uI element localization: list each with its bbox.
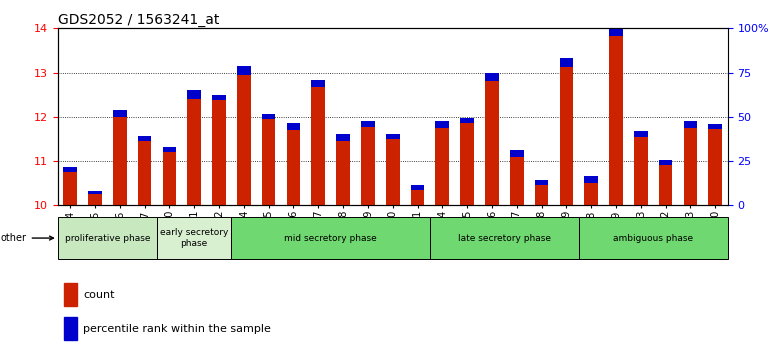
Bar — [262, 119, 276, 205]
Bar — [237, 75, 251, 205]
Bar — [410, 184, 424, 190]
Bar — [162, 147, 176, 152]
Bar — [510, 157, 524, 205]
Bar — [88, 194, 102, 205]
Bar — [286, 123, 300, 130]
Bar — [213, 100, 226, 205]
Text: percentile rank within the sample: percentile rank within the sample — [83, 324, 271, 333]
Bar — [659, 160, 672, 166]
Bar — [584, 176, 598, 183]
Bar — [336, 141, 350, 205]
Text: other: other — [1, 233, 53, 243]
Bar — [361, 127, 375, 205]
Bar — [609, 29, 623, 36]
Bar — [113, 110, 126, 117]
Bar — [609, 36, 623, 205]
Bar — [510, 150, 524, 157]
Bar — [534, 180, 548, 185]
Bar — [708, 129, 722, 205]
Bar — [65, 283, 76, 306]
Bar — [336, 134, 350, 141]
Bar — [584, 183, 598, 205]
Bar — [113, 117, 126, 205]
Text: count: count — [83, 290, 115, 299]
Bar — [560, 67, 573, 205]
Bar — [88, 191, 102, 194]
Bar — [311, 87, 325, 205]
Bar — [430, 217, 579, 259]
Bar — [213, 95, 226, 100]
Bar — [485, 74, 499, 81]
Text: proliferative phase: proliferative phase — [65, 234, 150, 242]
Bar — [634, 131, 648, 137]
Bar — [534, 185, 548, 205]
Bar — [262, 114, 276, 119]
Bar — [286, 130, 300, 205]
Bar — [311, 80, 325, 87]
Text: mid secretory phase: mid secretory phase — [284, 234, 377, 242]
Bar — [436, 128, 449, 205]
Bar — [162, 152, 176, 205]
Bar — [138, 136, 152, 141]
Bar — [560, 58, 573, 67]
Bar — [63, 167, 77, 172]
Bar — [485, 81, 499, 205]
Bar — [63, 172, 77, 205]
Text: ambiguous phase: ambiguous phase — [613, 234, 693, 242]
Bar — [65, 317, 76, 340]
Bar — [386, 134, 400, 139]
Bar — [58, 217, 157, 259]
Bar — [361, 121, 375, 127]
Text: late secretory phase: late secretory phase — [458, 234, 551, 242]
Text: early secretory
phase: early secretory phase — [160, 228, 229, 248]
Bar — [659, 166, 672, 205]
Bar — [386, 139, 400, 205]
Bar — [460, 118, 474, 124]
Bar — [436, 121, 449, 128]
Bar — [708, 124, 722, 129]
Bar — [579, 217, 728, 259]
Bar — [460, 124, 474, 205]
Text: GDS2052 / 1563241_at: GDS2052 / 1563241_at — [58, 13, 219, 27]
Bar — [684, 121, 698, 128]
Bar — [684, 128, 698, 205]
Bar — [410, 190, 424, 205]
Bar — [232, 217, 430, 259]
Bar — [237, 66, 251, 75]
Bar — [187, 90, 201, 99]
Bar — [138, 141, 152, 205]
Bar — [187, 99, 201, 205]
Bar — [157, 217, 232, 259]
Bar — [634, 137, 648, 205]
